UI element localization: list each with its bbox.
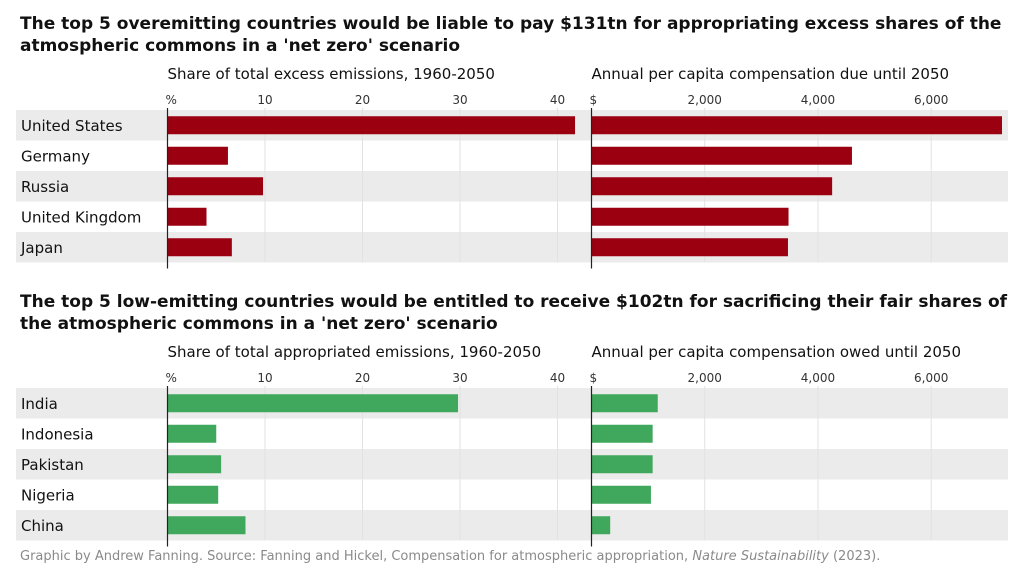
bar [591, 516, 611, 535]
chart-title-low-emitting: The top 5 low-emitting countries would b… [20, 292, 1008, 334]
tick-label: 2,000 [688, 93, 722, 107]
category-label: Germany [21, 147, 90, 165]
tick-label: 30 [452, 371, 467, 385]
source-footer: Graphic by Andrew Fanning. Source: Fanni… [20, 549, 880, 564]
low-emitting-chart: India Indonesia Pakistan Nigeria China 10 20 30… [16, 343, 1008, 547]
category-label: Indonesia [21, 425, 94, 443]
tick-label: 40 [550, 371, 565, 385]
row-band [16, 388, 1008, 419]
footer-prefix: Graphic by Andrew Fanning. Source: Fanni… [20, 549, 693, 564]
tick-label: 2,000 [688, 371, 722, 385]
footer-journal: Nature Sustainability [692, 549, 829, 564]
bar [591, 146, 852, 165]
chart-title-overemitting: The top 5 overemitting countries would b… [20, 14, 1002, 56]
overemitting-chart: United States Germany Russia United Kingdom… [16, 65, 1008, 269]
category-label: Russia [21, 178, 69, 196]
bar [591, 207, 789, 226]
tick-label: 20 [355, 371, 370, 385]
bar [167, 116, 576, 135]
bar [167, 485, 219, 504]
bar [167, 238, 232, 257]
bar [591, 394, 658, 413]
footer-suffix: (2023). [828, 549, 881, 564]
tick-label: 40 [550, 93, 565, 107]
panel-subtitle: Share of total appropriated emissions, 1… [168, 343, 542, 361]
category-label: Nigeria [21, 486, 75, 504]
category-label: India [21, 395, 58, 413]
bar [167, 455, 222, 474]
category-label: China [21, 517, 64, 535]
bar [591, 177, 833, 196]
category-label: Pakistan [21, 456, 84, 474]
tick-label: 10 [257, 371, 272, 385]
tick-label: 6,000 [914, 371, 948, 385]
panel-subtitle: Share of total excess emissions, 1960-20… [168, 65, 495, 83]
tick-label: 20 [355, 93, 370, 107]
row-band [16, 449, 1008, 480]
bar [167, 424, 217, 443]
axis-unit-label: % [166, 93, 177, 107]
bar [167, 146, 228, 165]
category-label: United States [21, 117, 123, 135]
row-band [16, 232, 1008, 263]
bar [591, 424, 653, 443]
tick-label: 30 [452, 93, 467, 107]
panel-subtitle: Annual per capita compensation owed unti… [592, 343, 962, 361]
row-band [16, 510, 1008, 541]
axis-unit-label: $ [590, 93, 598, 107]
axis-unit-label: % [166, 371, 177, 385]
category-label: Japan [20, 239, 63, 257]
bar [167, 177, 264, 196]
tick-label: 10 [257, 93, 272, 107]
bar [591, 116, 1002, 135]
bar [591, 455, 653, 474]
tick-label: 4,000 [801, 93, 835, 107]
row-band [16, 171, 1008, 202]
bar [591, 238, 788, 257]
axis-unit-label: $ [590, 371, 598, 385]
tick-label: 4,000 [801, 371, 835, 385]
bar [167, 394, 459, 413]
tick-label: 6,000 [914, 93, 948, 107]
bar [591, 485, 651, 504]
bar [167, 207, 207, 226]
bar [167, 516, 246, 535]
panel-subtitle: Annual per capita compensation due until… [592, 65, 950, 83]
category-label: United Kingdom [21, 208, 141, 226]
